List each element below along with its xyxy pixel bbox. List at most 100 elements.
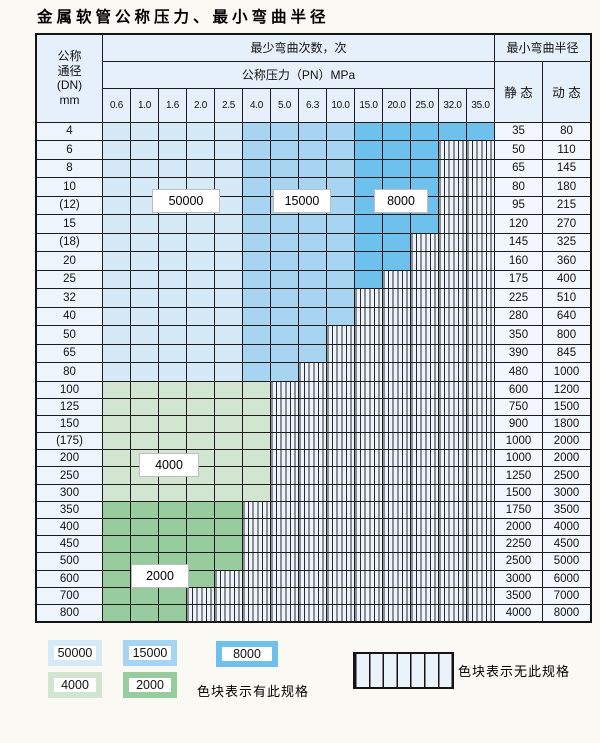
no-spec-cell (410, 552, 439, 571)
no-spec-cell (298, 500, 327, 520)
no-spec-cell (326, 535, 355, 554)
no-spec-cell (438, 535, 467, 554)
static-radius-cell: 95 (494, 195, 543, 215)
static-radius-cell: 50 (494, 140, 543, 160)
legend-swatch-4000: 4000 (48, 672, 102, 698)
no-spec-cell (466, 214, 495, 234)
no-spec-cell (410, 269, 439, 289)
static-radius-cell: 480 (494, 362, 543, 382)
spec-cell (270, 232, 299, 252)
spec-cell (242, 232, 271, 252)
pressure-radius-table: 公称 通径 (DN) mm 最少弯曲次数，次 最小弯曲半径 公称压力（PN）MP… (35, 33, 592, 623)
min-bend-radius-header: 最小弯曲半径 (494, 33, 592, 62)
spec-cell (102, 535, 131, 554)
no-spec-cell (354, 414, 383, 434)
table-row: 700 3500 7000 (35, 586, 592, 605)
no-spec-cell (382, 306, 411, 326)
dynamic-radius-cell: 2000 (542, 432, 592, 451)
no-spec-cell (354, 306, 383, 326)
no-spec-cell (410, 232, 439, 252)
no-spec-cell (466, 569, 495, 588)
no-spec-cell (242, 552, 271, 571)
pressure-col-header: 2.5 (214, 87, 243, 123)
table-row: (175) 1000 2000 (35, 432, 592, 451)
no-spec-cell (466, 500, 495, 520)
table-row: 600 3000 6000 (35, 569, 592, 588)
table-row: 8 65 145 (35, 158, 592, 178)
no-spec-cell (354, 380, 383, 399)
spec-cell (298, 251, 327, 271)
static-radius-cell: 4000 (494, 603, 543, 623)
no-spec-cell (298, 535, 327, 554)
dynamic-radius-cell: 80 (542, 121, 592, 141)
no-spec-cell (242, 500, 271, 520)
table-row: 500 2500 5000 (35, 552, 592, 571)
no-spec-cell (410, 251, 439, 271)
no-spec-cell (354, 586, 383, 605)
no-spec-cell (270, 397, 299, 416)
no-spec-cell (438, 177, 467, 197)
no-spec-cell (270, 552, 299, 571)
no-spec-cell (298, 483, 327, 502)
no-spec-cell (326, 603, 355, 623)
no-spec-cell (410, 362, 439, 382)
dn-cell: 400 (35, 517, 103, 537)
no-spec-cell (270, 449, 299, 468)
spec-cell (326, 177, 355, 197)
spec-cell (214, 214, 243, 234)
spec-cell (102, 483, 131, 502)
table-row: 32 225 510 (35, 288, 592, 308)
nominal-pressure-header: 公称压力（PN）MPa (102, 60, 495, 89)
spec-cell (242, 397, 271, 416)
spec-cell (214, 158, 243, 178)
no-spec-cell (298, 517, 327, 537)
no-spec-cell (410, 517, 439, 537)
no-spec-cell (186, 603, 215, 623)
spec-cell (242, 466, 271, 485)
no-spec-cell (466, 483, 495, 502)
spec-cell (382, 140, 411, 160)
legend-swatch-50000: 50000 (48, 640, 102, 666)
spec-cell (326, 214, 355, 234)
no-spec-cell (326, 414, 355, 434)
dynamic-radius-cell: 1200 (542, 380, 592, 399)
spec-cell (242, 269, 271, 289)
spec-cell (410, 140, 439, 160)
no-spec-cell (382, 432, 411, 451)
spec-cell (102, 500, 131, 520)
dynamic-radius-cell: 1500 (542, 397, 592, 416)
no-spec-cell (382, 449, 411, 468)
legend-swatch-2000-label: 2000 (136, 678, 164, 692)
spec-cell (242, 121, 271, 141)
no-spec-cell (438, 380, 467, 399)
spec-cell (186, 414, 215, 434)
no-spec-cell (270, 586, 299, 605)
spec-cell (326, 140, 355, 160)
dn-cell: 600 (35, 569, 103, 588)
spec-cell (270, 121, 299, 141)
spec-cell (242, 325, 271, 345)
spec-cell (270, 158, 299, 178)
pressure-col-header: 2.0 (186, 87, 215, 123)
no-spec-cell (438, 432, 467, 451)
spec-cell (214, 483, 243, 502)
spec-cell (214, 414, 243, 434)
table-row: 80 480 1000 (35, 362, 592, 382)
no-spec-cell (438, 158, 467, 178)
spec-cell (186, 343, 215, 363)
dn-cell: 350 (35, 500, 103, 520)
spec-cell (354, 158, 383, 178)
spec-cell (214, 325, 243, 345)
static-radius-cell: 1750 (494, 500, 543, 520)
no-spec-cell (354, 397, 383, 416)
spec-cell (186, 158, 215, 178)
spec-cell (130, 232, 159, 252)
spec-cell (242, 288, 271, 308)
static-radius-cell: 750 (494, 397, 543, 416)
spec-cell (242, 449, 271, 468)
no-spec-cell (298, 603, 327, 623)
no-spec-cell (382, 325, 411, 345)
dynamic-radius-cell: 360 (542, 251, 592, 271)
spec-cell (214, 269, 243, 289)
no-spec-cell (270, 517, 299, 537)
